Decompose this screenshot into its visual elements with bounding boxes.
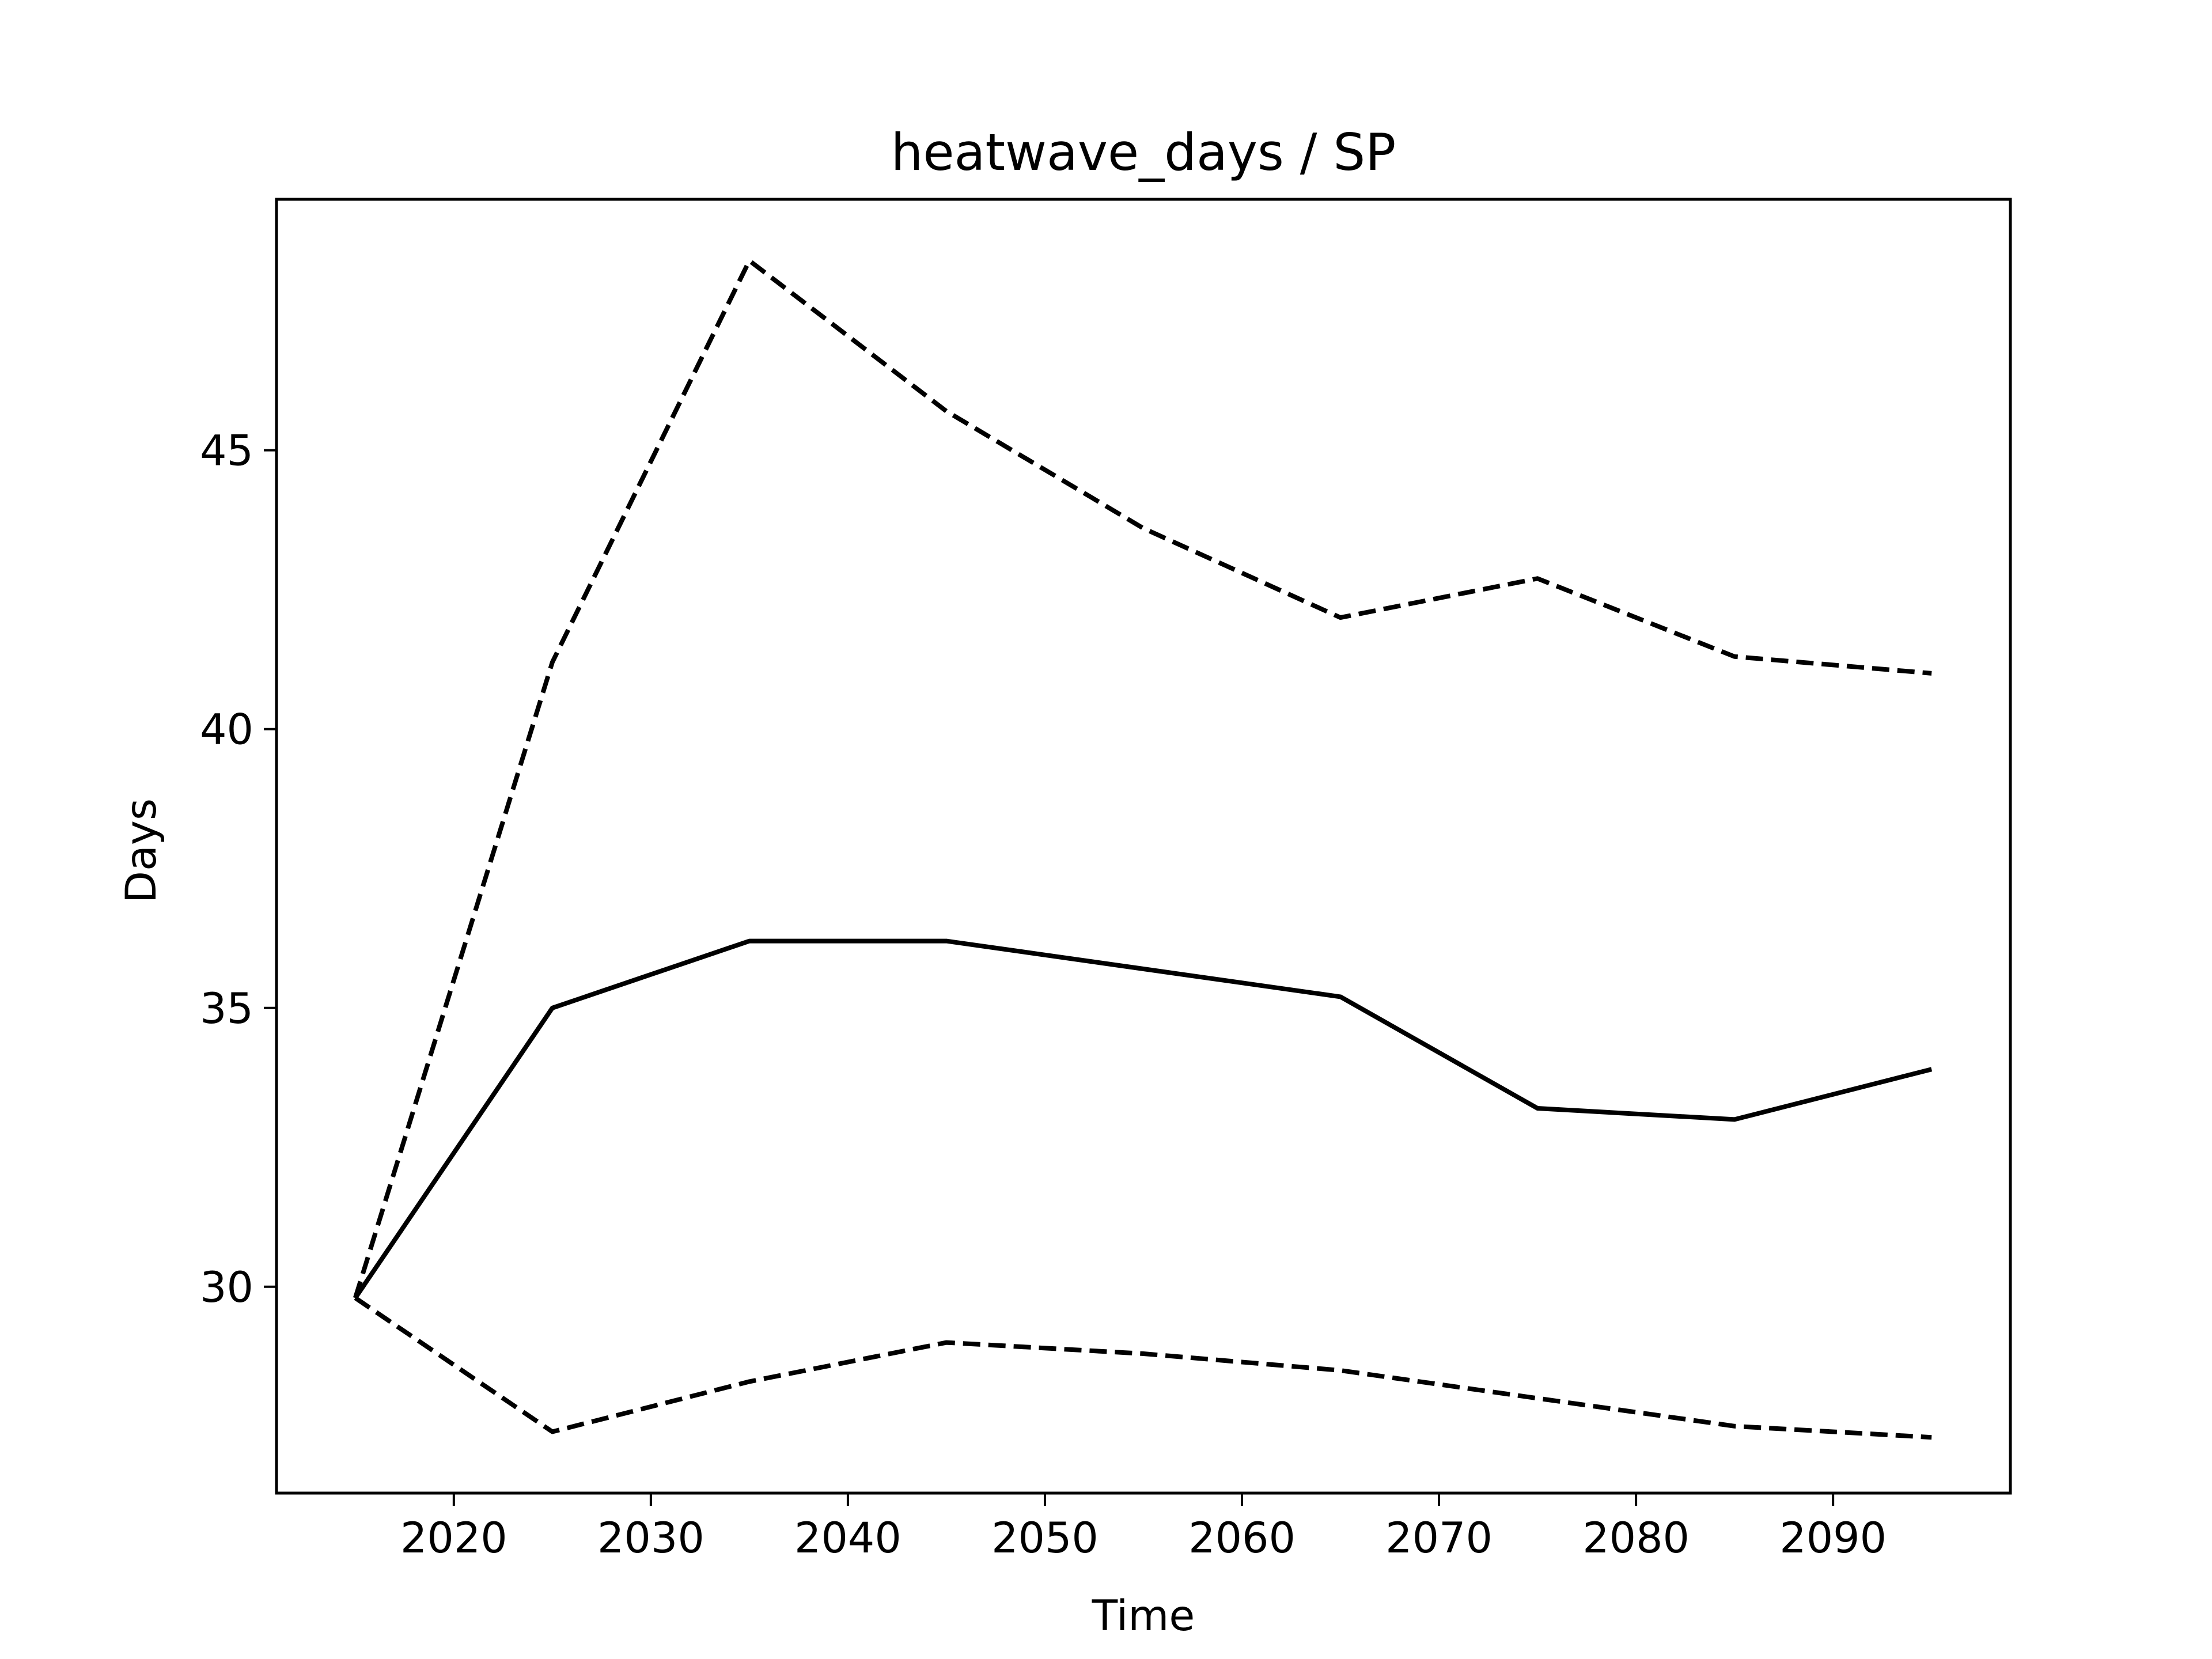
series-layer bbox=[353, 258, 1933, 1440]
x-tick-label: 2050 bbox=[991, 1514, 1099, 1563]
x-tick-label: 2060 bbox=[1188, 1514, 1296, 1563]
x-axis-label: Time bbox=[1092, 1592, 1195, 1641]
y-tick-label: 45 bbox=[200, 427, 253, 476]
plot-area bbox=[275, 198, 2012, 1495]
x-tick-label: 2040 bbox=[794, 1514, 902, 1563]
y-tick-label: 40 bbox=[200, 706, 253, 755]
series-line-upper bbox=[353, 258, 1932, 1299]
plot-frame bbox=[275, 198, 2012, 1495]
y-axis-label: Days bbox=[117, 798, 166, 903]
x-tick-label: 2080 bbox=[1582, 1514, 1690, 1563]
chart-title: heatwave_days / SP bbox=[891, 123, 1396, 182]
x-tick-label: 2090 bbox=[1779, 1514, 1887, 1563]
x-tick-label: 2020 bbox=[400, 1514, 507, 1563]
series-line-median bbox=[353, 938, 1933, 1300]
x-axis: 2020 2030 2040 2050 2060 2070 2080 2090 bbox=[400, 1493, 1887, 1563]
series-line-lower bbox=[354, 1296, 1932, 1440]
y-tick-label: 30 bbox=[200, 1263, 253, 1312]
y-tick-label: 35 bbox=[200, 984, 253, 1033]
x-tick-label: 2070 bbox=[1385, 1514, 1493, 1563]
y-axis: 30 35 40 45 bbox=[200, 427, 276, 1312]
x-tick-label: 2030 bbox=[597, 1514, 704, 1563]
